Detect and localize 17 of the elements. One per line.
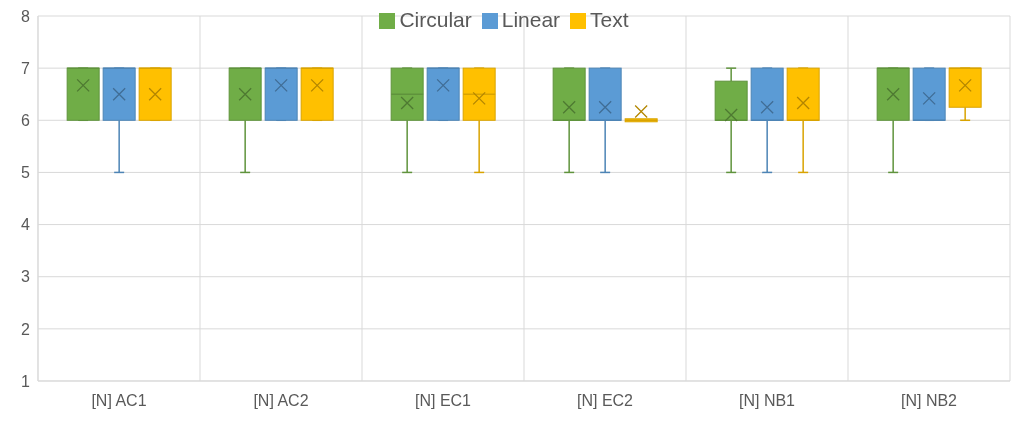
legend-label: Text (590, 8, 629, 31)
y-tick-label: 4 (21, 216, 31, 234)
legend-label: Circular (399, 8, 472, 31)
x-tick-label: [N] EC2 (576, 392, 634, 410)
x-tick-label: [N] EC1 (414, 392, 472, 410)
x-tick-label: [N] AC1 (91, 392, 147, 410)
y-tick-label: 3 (21, 268, 31, 286)
x-tick-label: [N] AC2 (253, 392, 309, 410)
x-tick-label: [N] NB2 (900, 392, 958, 410)
y-tick-label: 2 (21, 320, 31, 338)
y-tick-label: 1 (21, 372, 31, 390)
y-tick-label: 6 (21, 111, 31, 129)
y-tick-label: 8 (21, 7, 31, 25)
y-tick-label: 7 (21, 59, 31, 77)
legend-label: Linear (501, 8, 561, 31)
x-tick-label: [N] NB1 (738, 392, 796, 410)
y-tick-label: 5 (21, 164, 31, 182)
